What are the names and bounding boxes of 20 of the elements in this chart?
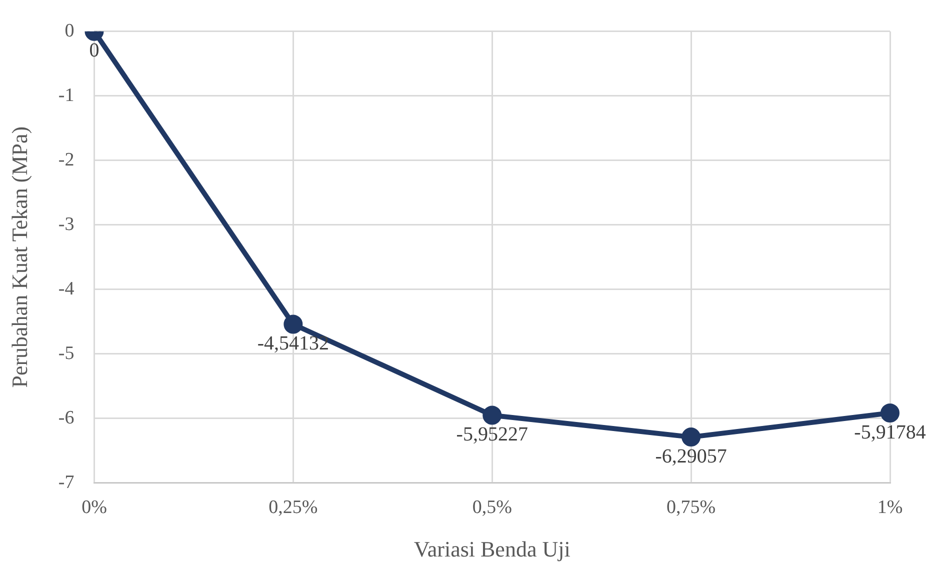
data-label: -5,91784 [854, 421, 926, 444]
x-tick-label: 0,75% [666, 497, 716, 518]
data-label: -5,95227 [456, 423, 528, 446]
x-tick-label: 0,5% [472, 497, 512, 518]
x-axis-title: Variasi Benda Uji [414, 536, 570, 562]
y-tick-label: -3 [58, 214, 74, 235]
y-tick-label: -4 [58, 278, 75, 300]
y-tick-label: -7 [58, 472, 74, 493]
y-tick-label: -5 [58, 342, 74, 364]
data-label: -6,29057 [655, 445, 727, 468]
x-tick-label: 1% [877, 497, 903, 518]
y-tick-label: -6 [58, 407, 74, 428]
x-tick-label: 0% [82, 497, 108, 518]
data-label: -4,54132 [257, 332, 330, 354]
y-tick-label: -2 [58, 149, 74, 170]
y-axis-title: Perubahan Kuat Tekan (MPa) [6, 126, 32, 388]
data-label: 0 [89, 40, 100, 62]
y-tick-label: 0 [64, 20, 74, 42]
y-tick-label: -1 [58, 84, 74, 106]
x-tick-label: 0,25% [268, 497, 318, 518]
